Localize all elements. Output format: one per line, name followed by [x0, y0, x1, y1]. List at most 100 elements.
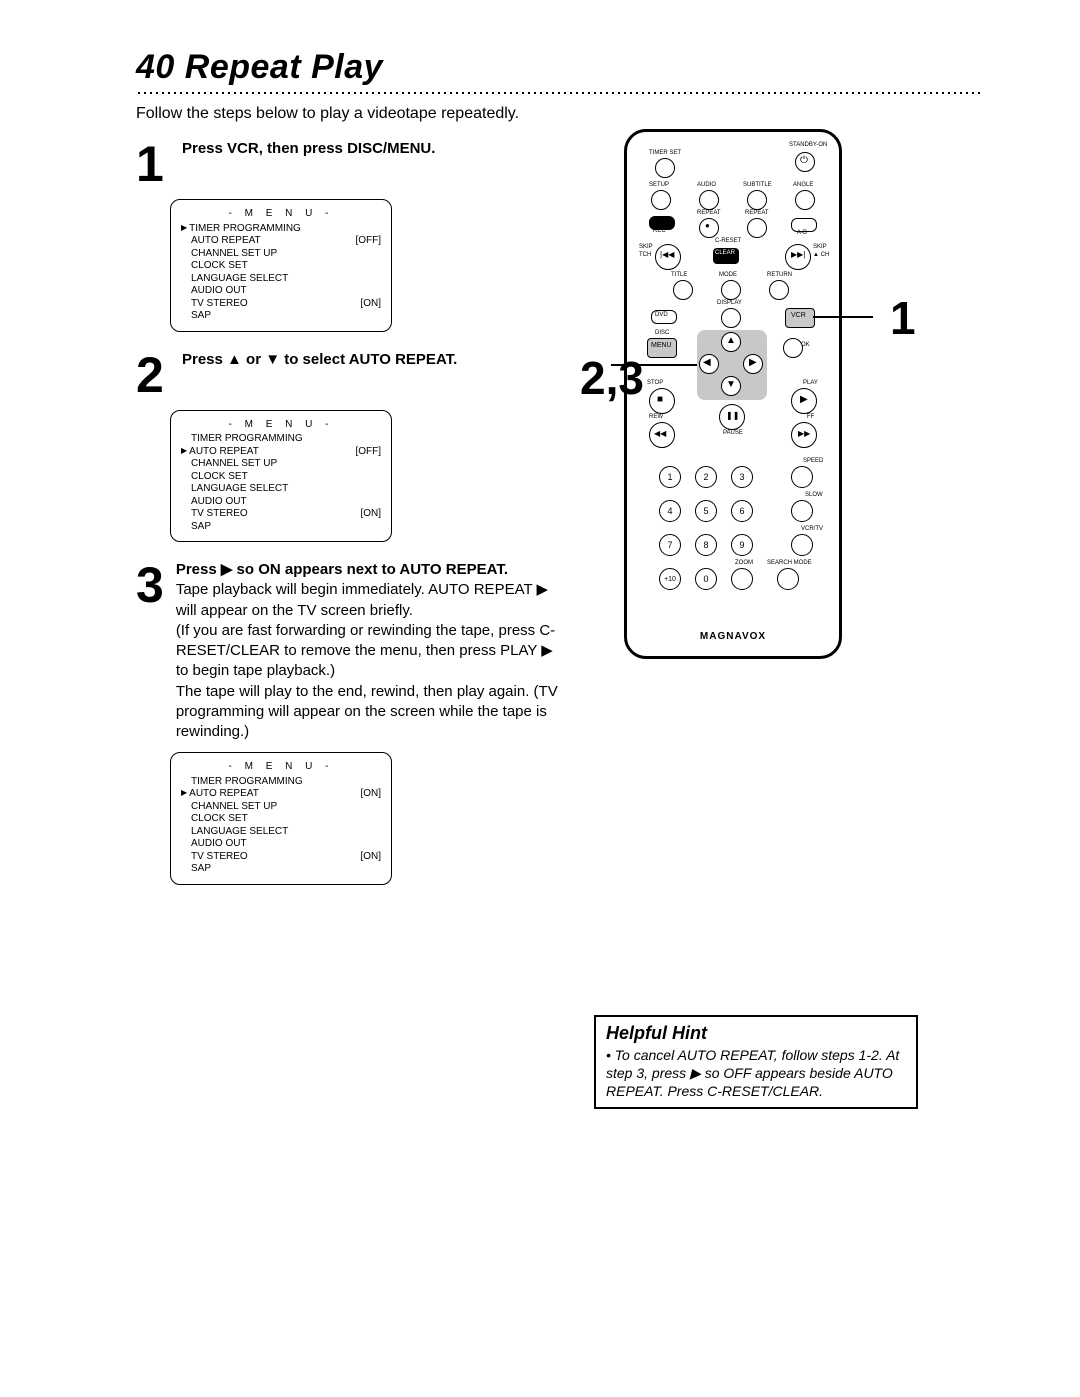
rew-button[interactable]: ◀◀ [649, 422, 675, 448]
menu-item: CLOCK SET [181, 813, 248, 826]
num-5-button[interactable]: 5 [695, 500, 717, 522]
num-3-button[interactable]: 3 [731, 466, 753, 488]
label-repeat: REPEAT [697, 210, 721, 216]
label-ff: FF [807, 414, 814, 420]
menu-item: CHANNEL SET UP [181, 248, 277, 261]
remote-brand: MAGNAVOX [627, 631, 839, 642]
label-mode: MODE [719, 272, 737, 278]
step-3-lead: Press ▶ so ON appears next to AUTO REPEA… [176, 560, 566, 580]
label-search: SEARCH MODE [767, 560, 812, 566]
menu-item: CHANNEL SET UP [181, 458, 277, 471]
label-subtitle: SUBTITLE [743, 182, 772, 188]
menu-item: AUDIO OUT [181, 496, 247, 509]
ff-button[interactable]: ▶▶ [791, 422, 817, 448]
menu-item: SAP [181, 521, 211, 534]
rew-icon: ◀◀ [654, 429, 666, 438]
speed-button[interactable] [791, 466, 813, 488]
menu-header: - M E N U - [181, 208, 381, 221]
remote-shell: TIMER SET STANDBY-ON ⏻ SETUP AUDIO SUBTI… [624, 129, 842, 659]
label-tch: TCH [639, 252, 651, 258]
power-button[interactable]: ⏻ [795, 152, 815, 172]
label-slow: SLOW [805, 492, 823, 498]
audio-button[interactable] [699, 190, 719, 210]
slow-button[interactable] [791, 500, 813, 522]
menu-value: [ON] [360, 851, 381, 864]
nav-down-button[interactable]: ▼ [721, 376, 741, 396]
menu-item: TIMER PROGRAMMING [181, 433, 303, 446]
num-6-button[interactable]: 6 [731, 500, 753, 522]
down-icon: ▼ [726, 379, 736, 390]
ff-icon: ▶▶ [798, 429, 810, 438]
step-1-number: 1 [136, 139, 170, 189]
nav-up-button[interactable]: ▲ [721, 332, 741, 352]
pause-button[interactable]: ❚❚ [719, 404, 745, 430]
num-7-button[interactable]: 7 [659, 534, 681, 556]
repeat-button[interactable]: ● [699, 218, 719, 238]
label-angle: ANGLE [793, 182, 813, 188]
menu-box-2: - M E N U - TIMER PROGRAMMING AUTO REPEA… [170, 410, 392, 543]
menu-header: - M E N U - [181, 419, 381, 432]
right-icon: ▶ [749, 357, 757, 368]
menu-item: TV STEREO [181, 298, 248, 311]
skip-fwd-button[interactable]: ▶▶| [785, 244, 811, 270]
label-timerset: TIMER SET [649, 150, 681, 156]
step-3-text-2: (If you are fast forwarding or rewinding… [176, 621, 566, 682]
stop-button[interactable]: ■ [649, 388, 675, 414]
num-9-button[interactable]: 9 [731, 534, 753, 556]
skip-fwd-icon: ▶▶| [791, 250, 805, 259]
menu-item: TIMER PROGRAMMING [181, 223, 301, 236]
menu-item: SAP [181, 310, 211, 323]
menu-item: LANGUAGE SELECT [181, 826, 288, 839]
num-1-button[interactable]: 1 [659, 466, 681, 488]
num-4-button[interactable]: 4 [659, 500, 681, 522]
menu-item: AUTO REPEAT [181, 235, 261, 248]
num-0-button[interactable]: 0 [695, 568, 717, 590]
repeat-ab-button[interactable] [747, 218, 767, 238]
num-8-button[interactable]: 8 [695, 534, 717, 556]
menu-item: TV STEREO [181, 851, 248, 864]
num-plus10-button[interactable]: +10 [659, 568, 681, 590]
num-2-button[interactable]: 2 [695, 466, 717, 488]
menu-box-3: - M E N U - TIMER PROGRAMMING AUTO REPEA… [170, 752, 392, 885]
display-button[interactable] [721, 308, 741, 328]
skip-back-button[interactable]: |◀◀ [655, 244, 681, 270]
label-ab: A-B [797, 230, 807, 236]
menu-item: CLOCK SET [181, 471, 248, 484]
menu-item: AUTO REPEAT [181, 788, 259, 801]
label-ch: ▲ CH [813, 252, 829, 258]
label-vcr: VCR [791, 312, 806, 319]
skip-back-icon: |◀◀ [660, 250, 674, 259]
search-mode-button[interactable] [777, 568, 799, 590]
label-clear: CLEAR [715, 250, 735, 256]
label-rec: REC [653, 228, 666, 234]
ok-button[interactable] [783, 338, 803, 358]
zoom-button[interactable] [731, 568, 753, 590]
menu-item: LANGUAGE SELECT [181, 483, 288, 496]
callout-line-1 [813, 316, 873, 318]
intro-text: Follow the steps below to play a videota… [136, 105, 984, 123]
vcrtv-button[interactable] [791, 534, 813, 556]
return-button[interactable] [769, 280, 789, 300]
stop-icon: ■ [657, 394, 663, 405]
title-button[interactable] [673, 280, 693, 300]
setup-button[interactable] [651, 190, 671, 210]
label-pause: PAUSE [723, 430, 743, 436]
label-return: RETURN [767, 272, 792, 278]
label-zoom: ZOOM [735, 560, 753, 566]
angle-button[interactable] [795, 190, 815, 210]
menu-header: - M E N U - [181, 761, 381, 774]
step-3-text-1: Tape playback will begin immediately. AU… [176, 580, 566, 621]
menu-item: AUDIO OUT [181, 838, 247, 851]
menu-item: SAP [181, 863, 211, 876]
label-audio: AUDIO [697, 182, 716, 188]
label-vcrtv: VCR/TV [801, 526, 823, 532]
mode-button[interactable] [721, 280, 741, 300]
label-repeat2: REPEAT [745, 210, 769, 216]
step-3-number: 3 [136, 560, 164, 742]
timer-set-button[interactable] [655, 158, 675, 178]
step-3-text-3: The tape will play to the end, rewind, t… [176, 682, 566, 743]
nav-left-button[interactable]: ◀ [699, 354, 719, 374]
subtitle-button[interactable] [747, 190, 767, 210]
play-button[interactable]: ▶ [791, 388, 817, 414]
nav-right-button[interactable]: ▶ [743, 354, 763, 374]
